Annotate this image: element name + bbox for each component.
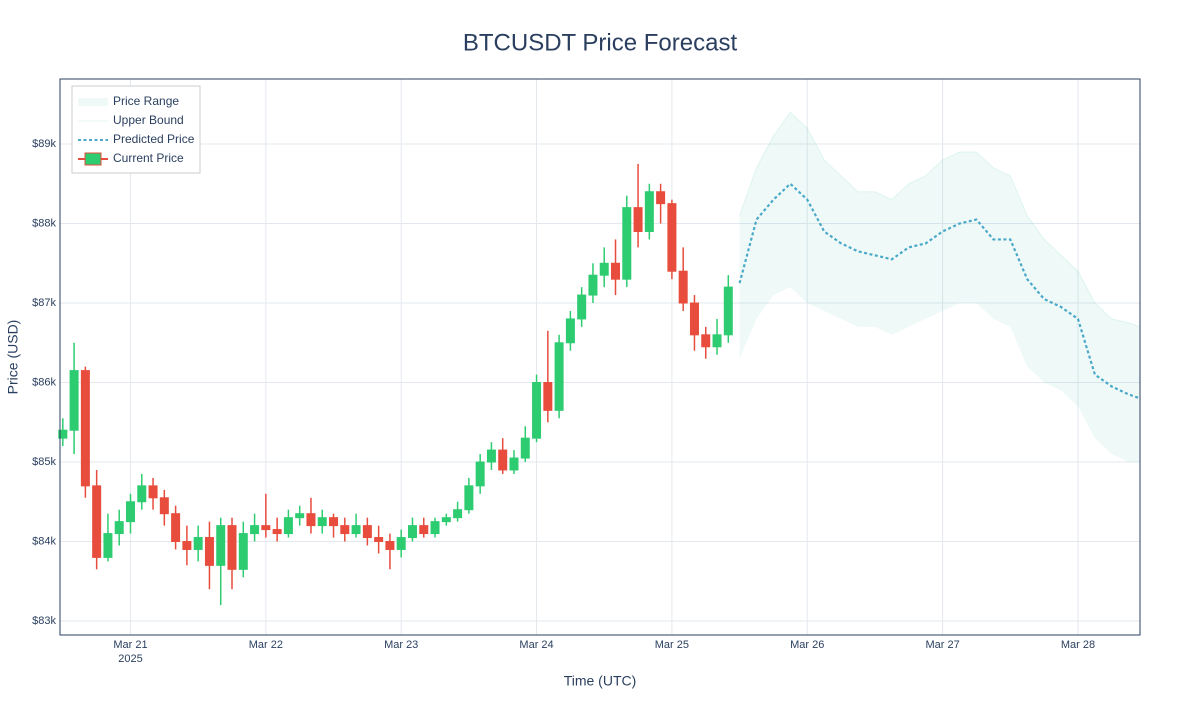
candle-body [498, 449, 508, 471]
candle-body [295, 513, 305, 519]
candle-body [317, 517, 327, 527]
y-tick-label: $88k [32, 217, 56, 229]
candle-body [611, 262, 621, 280]
candle-body [532, 382, 542, 439]
x-tick-year: 2025 [118, 653, 142, 665]
candle-body [588, 274, 598, 296]
candle-body [464, 485, 474, 511]
y-tick-label: $86k [32, 376, 56, 388]
candle-body [565, 318, 575, 344]
candle-body [656, 191, 666, 205]
y-tick-label: $83k [32, 615, 56, 627]
candle-body [520, 437, 530, 459]
candle-body [114, 521, 124, 535]
candle-body [622, 207, 632, 280]
candle-body [633, 207, 643, 232]
candle-body [554, 342, 564, 411]
candle-body [599, 262, 609, 276]
candle-body [340, 525, 350, 535]
y-tick-label: $89k [32, 138, 56, 150]
candle-body [374, 537, 384, 543]
candle-body [667, 203, 677, 272]
candle-body [103, 533, 113, 558]
candle-body [430, 521, 440, 535]
candle-body [712, 334, 722, 348]
candle-body [80, 370, 90, 487]
candle-body [125, 501, 135, 523]
candle-body [182, 541, 192, 550]
x-tick-label: Mar 23 [384, 639, 418, 651]
candle-body [306, 513, 316, 527]
candle-body [441, 517, 451, 523]
legend-swatch [78, 98, 108, 106]
candle-body [723, 286, 733, 336]
y-axis-title: Price (USD) [5, 320, 21, 395]
candle-body [227, 525, 237, 570]
candle-body [250, 525, 260, 535]
candle-body [261, 525, 271, 531]
candle-body [148, 485, 158, 499]
x-tick-label: Mar 27 [925, 639, 959, 651]
x-axis-title: Time (UTC) [564, 673, 637, 689]
candle-body [137, 485, 147, 503]
legend-label: Price Range [113, 94, 179, 108]
forecast-line [738, 182, 1141, 400]
candle-body [453, 509, 463, 519]
candle-body [159, 497, 169, 515]
legend-swatch [84, 152, 102, 166]
candle-body [385, 541, 395, 550]
candle-body [272, 529, 282, 535]
x-tick-label: Mar 26 [790, 639, 824, 651]
legend-label: Upper Bound [113, 113, 184, 127]
candle-body [204, 537, 214, 566]
candle-body [678, 270, 688, 304]
candle-body [701, 334, 711, 348]
candle-body [644, 191, 654, 232]
x-tick-label: Mar 25 [655, 639, 689, 651]
candle-body [69, 370, 79, 431]
candle-body [509, 457, 519, 471]
plot-border [59, 78, 1141, 636]
price-range-band [739, 112, 1140, 463]
x-tick-label: Mar 24 [519, 639, 553, 651]
candle-body [58, 429, 68, 439]
x-tick-label: Mar 28 [1061, 639, 1095, 651]
legend: Price Range Upper Bound Predicted Price Cur… [71, 85, 201, 174]
y-tick-label: $85k [32, 456, 56, 468]
x-tick-label: Mar 21 [113, 639, 147, 651]
forecast-line [739, 111, 1141, 328]
candle-body [577, 294, 587, 320]
candle-body [329, 517, 339, 527]
y-tick-label: $87k [32, 297, 56, 309]
candle-body [238, 533, 248, 570]
y-tick-label: $84k [32, 535, 56, 547]
candle-body [216, 525, 226, 566]
candle-body [396, 537, 406, 550]
candle-body [92, 485, 102, 558]
legend-label: Current Price [113, 151, 184, 165]
candle-body [362, 525, 372, 539]
candle-body [419, 525, 429, 535]
x-tick-label: Mar 22 [249, 639, 283, 651]
candle-body [193, 537, 203, 550]
chart-title: BTCUSDT Price Forecast [463, 29, 738, 56]
plot-area [58, 111, 1141, 606]
candle-body [475, 461, 485, 487]
candle-body [171, 513, 181, 543]
candle-body [543, 382, 553, 411]
legend-box [71, 85, 201, 174]
candle-body [407, 525, 417, 539]
candle-body [486, 449, 496, 463]
candle-body [283, 517, 293, 535]
candle-body [689, 302, 699, 336]
legend-label: Predicted Price [113, 132, 195, 146]
candle-body [351, 525, 361, 535]
